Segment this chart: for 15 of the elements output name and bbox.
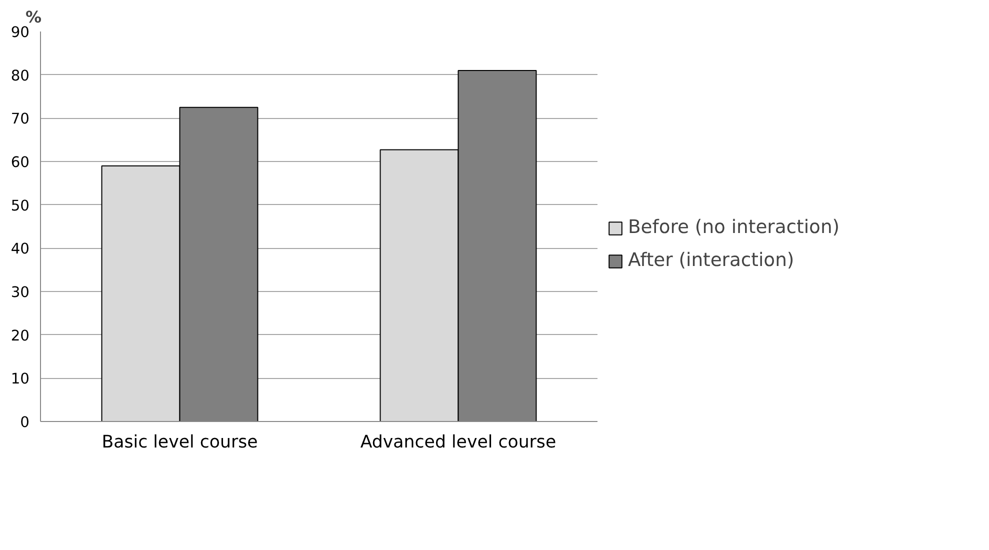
y-tick-label: 10 [10, 370, 30, 388]
legend-label: Before (no interaction) [628, 217, 840, 238]
y-tick-label: 50 [10, 197, 30, 214]
y-axis-title: % [26, 8, 42, 26]
y-tick-label: 60 [10, 154, 30, 171]
y-tick-label: 90 [10, 24, 30, 41]
x-tick-label: Advanced level course [360, 432, 556, 452]
y-tick-label: 40 [10, 240, 30, 258]
y-tick-label: 30 [10, 284, 30, 301]
legend-label: After (interaction) [628, 250, 794, 271]
y-tick-label: 0 [20, 414, 30, 431]
y-tick-label: 80 [10, 67, 30, 84]
y-tick-label: 70 [10, 110, 30, 128]
x-tick-label: Basic level course [102, 432, 258, 452]
y-tick-label: 20 [10, 327, 30, 344]
